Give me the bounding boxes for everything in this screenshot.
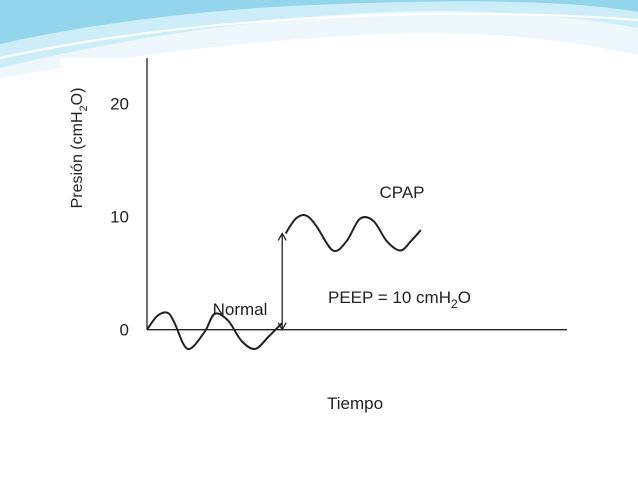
- y-tick-label-10: 10: [110, 207, 129, 226]
- peep-annotation: PEEP = 10 cmH2O: [328, 288, 471, 311]
- peep-arrowhead-top: [277, 232, 287, 241]
- series-line-cpap: [284, 213, 422, 253]
- peep-annotation-subscript: 2: [451, 297, 458, 311]
- peep-annotation-base: PEEP = 10 cmH: [328, 288, 451, 307]
- y-axis-label-base: Presión (cmH: [69, 112, 86, 209]
- x-axis-label: Tiempo: [327, 394, 383, 413]
- header-wave-dark: [0, 0, 638, 44]
- y-tick-label-20: 20: [110, 94, 129, 113]
- header-wave-line: [0, 12, 638, 59]
- chart-panel: 0 10 20 Presión (cmH2O) Tiempo Normal CP…: [60, 58, 570, 418]
- y-tick-label-0: 0: [120, 321, 129, 340]
- series-label-normal: Normal: [213, 300, 268, 319]
- series-line-normal: [146, 311, 283, 350]
- chart-canvas: 0 10 20 Presión (cmH2O) Tiempo Normal CP…: [69, 58, 567, 413]
- y-axis-label-suffix: O): [69, 88, 86, 106]
- y-axis-label-subscript: 2: [78, 105, 90, 111]
- y-axis-label: Presión (cmH2O): [69, 88, 90, 209]
- series-label-cpap: CPAP: [379, 183, 424, 202]
- peep-arrowhead-bottom: [277, 322, 287, 332]
- peep-annotation-suffix: O: [458, 288, 471, 307]
